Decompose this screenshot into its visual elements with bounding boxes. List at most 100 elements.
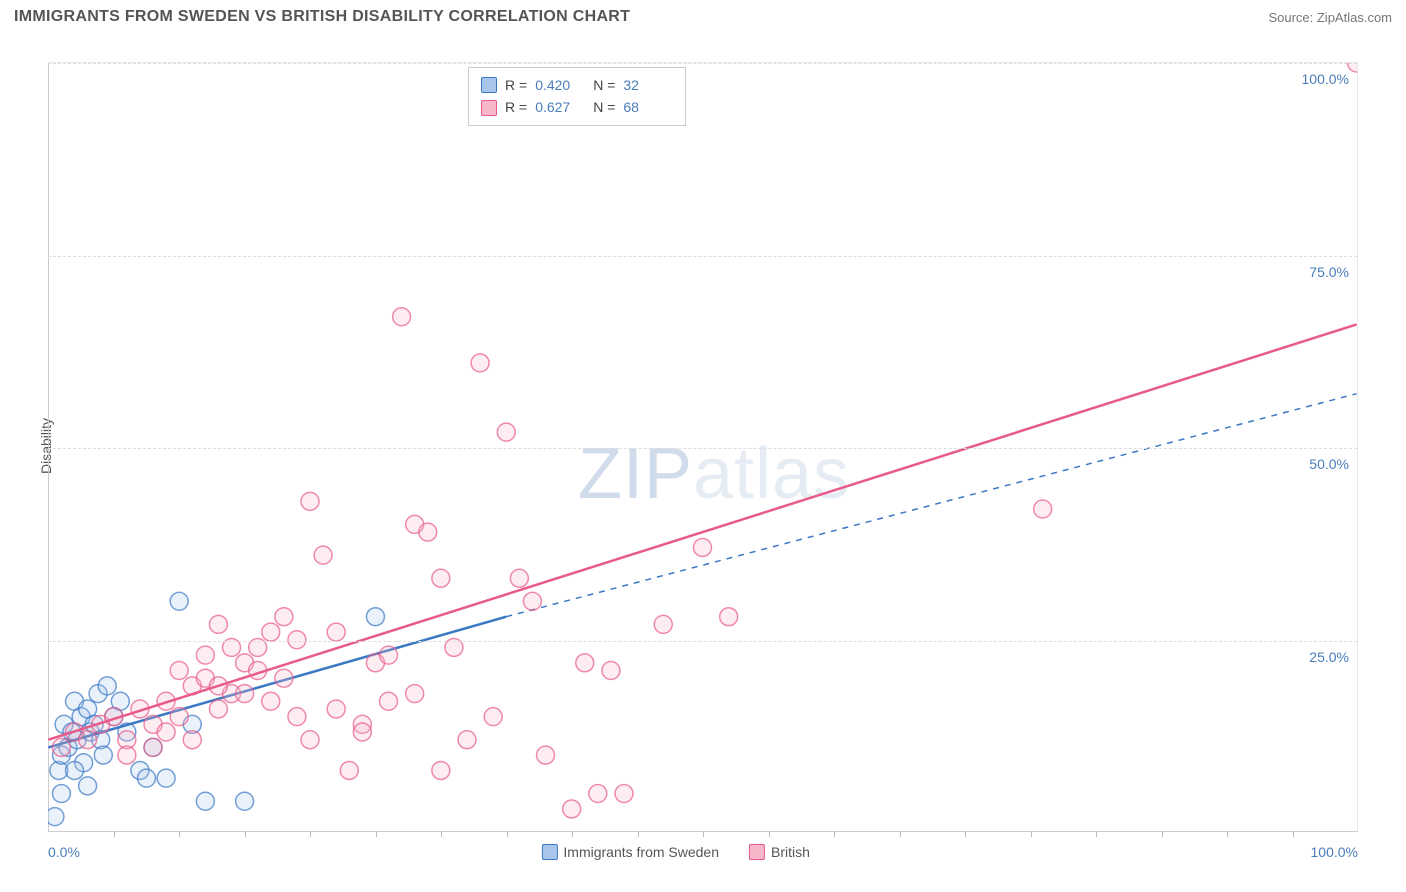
british-point (275, 669, 293, 687)
british-point (563, 800, 581, 818)
british-point (432, 569, 450, 587)
sweden-point (79, 777, 97, 795)
british-point (432, 761, 450, 779)
british-point (157, 723, 175, 741)
sweden-point (236, 792, 254, 810)
british-point (52, 738, 70, 756)
x-tick-mark (179, 832, 180, 837)
x-tick-mark (1227, 832, 1228, 837)
plot-area: ZIPatlas R =0.420N =32R =0.627N =68 Immi… (48, 62, 1358, 832)
legend-item-british: British (749, 844, 810, 860)
x-tick-mark (310, 832, 311, 837)
british-point (209, 700, 227, 718)
r-label: R = (505, 96, 527, 118)
british-point (353, 723, 371, 741)
british-point (380, 646, 398, 664)
x-tick-mark (900, 832, 901, 837)
british-point (419, 523, 437, 541)
british-point (209, 615, 227, 633)
british-point (314, 546, 332, 564)
y-tick-label: 25.0% (1309, 649, 1349, 665)
gridline (48, 256, 1357, 257)
british-point (79, 731, 97, 749)
british-point (654, 615, 672, 633)
chart-source: Source: ZipAtlas.com (1268, 10, 1392, 25)
british-point (118, 746, 136, 764)
x-tick-mark (441, 832, 442, 837)
sweden-trendline-dashed (506, 394, 1356, 617)
british-point (602, 662, 620, 680)
x-tick-label: 0.0% (48, 844, 80, 860)
r-label: R = (505, 74, 527, 96)
x-tick-label: 100.0% (1311, 844, 1358, 860)
x-tick-mark (834, 832, 835, 837)
chart-header: IMMIGRANTS FROM SWEDEN VS BRITISH DISABI… (0, 0, 1406, 30)
british-point (327, 623, 345, 641)
x-tick-mark (769, 832, 770, 837)
x-tick-mark (638, 832, 639, 837)
x-tick-mark (703, 832, 704, 837)
british-point (170, 662, 188, 680)
british-point (406, 685, 424, 703)
sweden-swatch-icon (481, 77, 497, 93)
british-point (183, 731, 201, 749)
british-point (301, 731, 319, 749)
british-point (262, 623, 280, 641)
british-point (275, 608, 293, 626)
sweden-point (157, 769, 175, 787)
sweden-point (48, 808, 64, 826)
british-point (720, 608, 738, 626)
british-point (340, 761, 358, 779)
x-tick-mark (1096, 832, 1097, 837)
british-point (497, 423, 515, 441)
sweden-point (196, 792, 214, 810)
stats-row-sweden: R = 0.420 N = 32 (481, 74, 673, 96)
sweden-point (52, 785, 70, 803)
r-value: 0.627 (535, 96, 585, 118)
british-point (262, 692, 280, 710)
sweden-swatch-icon (541, 844, 557, 860)
stats-row-british: R = 0.627 N = 68 (481, 96, 673, 118)
british-point (301, 492, 319, 510)
british-point (288, 708, 306, 726)
british-point (144, 738, 162, 756)
x-tick-mark (1293, 832, 1294, 837)
british-point (380, 692, 398, 710)
x-tick-mark (376, 832, 377, 837)
british-point (170, 708, 188, 726)
british-point (615, 785, 633, 803)
sweden-point (66, 761, 84, 779)
x-tick-mark (1162, 832, 1163, 837)
british-point (236, 685, 254, 703)
legend-label: British (771, 844, 810, 860)
x-tick-mark (1031, 832, 1032, 837)
x-tick-mark (965, 832, 966, 837)
british-point (510, 569, 528, 587)
british-trendline (48, 324, 1356, 739)
legend-label: Immigrants from Sweden (563, 844, 719, 860)
british-point (196, 646, 214, 664)
british-point (484, 708, 502, 726)
british-point (1348, 63, 1357, 72)
x-tick-mark (572, 832, 573, 837)
british-swatch-icon (481, 100, 497, 116)
n-value: 32 (623, 74, 673, 96)
n-value: 68 (623, 96, 673, 118)
n-label: N = (593, 96, 615, 118)
legend-item-sweden: Immigrants from Sweden (541, 844, 719, 860)
gridline (48, 448, 1357, 449)
british-point (471, 354, 489, 372)
british-point (576, 654, 594, 672)
y-tick-label: 75.0% (1309, 264, 1349, 280)
british-point (537, 746, 555, 764)
n-label: N = (593, 74, 615, 96)
y-tick-label: 100.0% (1302, 71, 1349, 87)
r-value: 0.420 (535, 74, 585, 96)
british-point (523, 592, 541, 610)
chart-title: IMMIGRANTS FROM SWEDEN VS BRITISH DISABI… (14, 8, 630, 26)
british-point (393, 308, 411, 326)
legend-bottom: Immigrants from Sweden British (541, 844, 810, 860)
sweden-point (98, 677, 116, 695)
x-tick-mark (114, 832, 115, 837)
sweden-point (366, 608, 384, 626)
